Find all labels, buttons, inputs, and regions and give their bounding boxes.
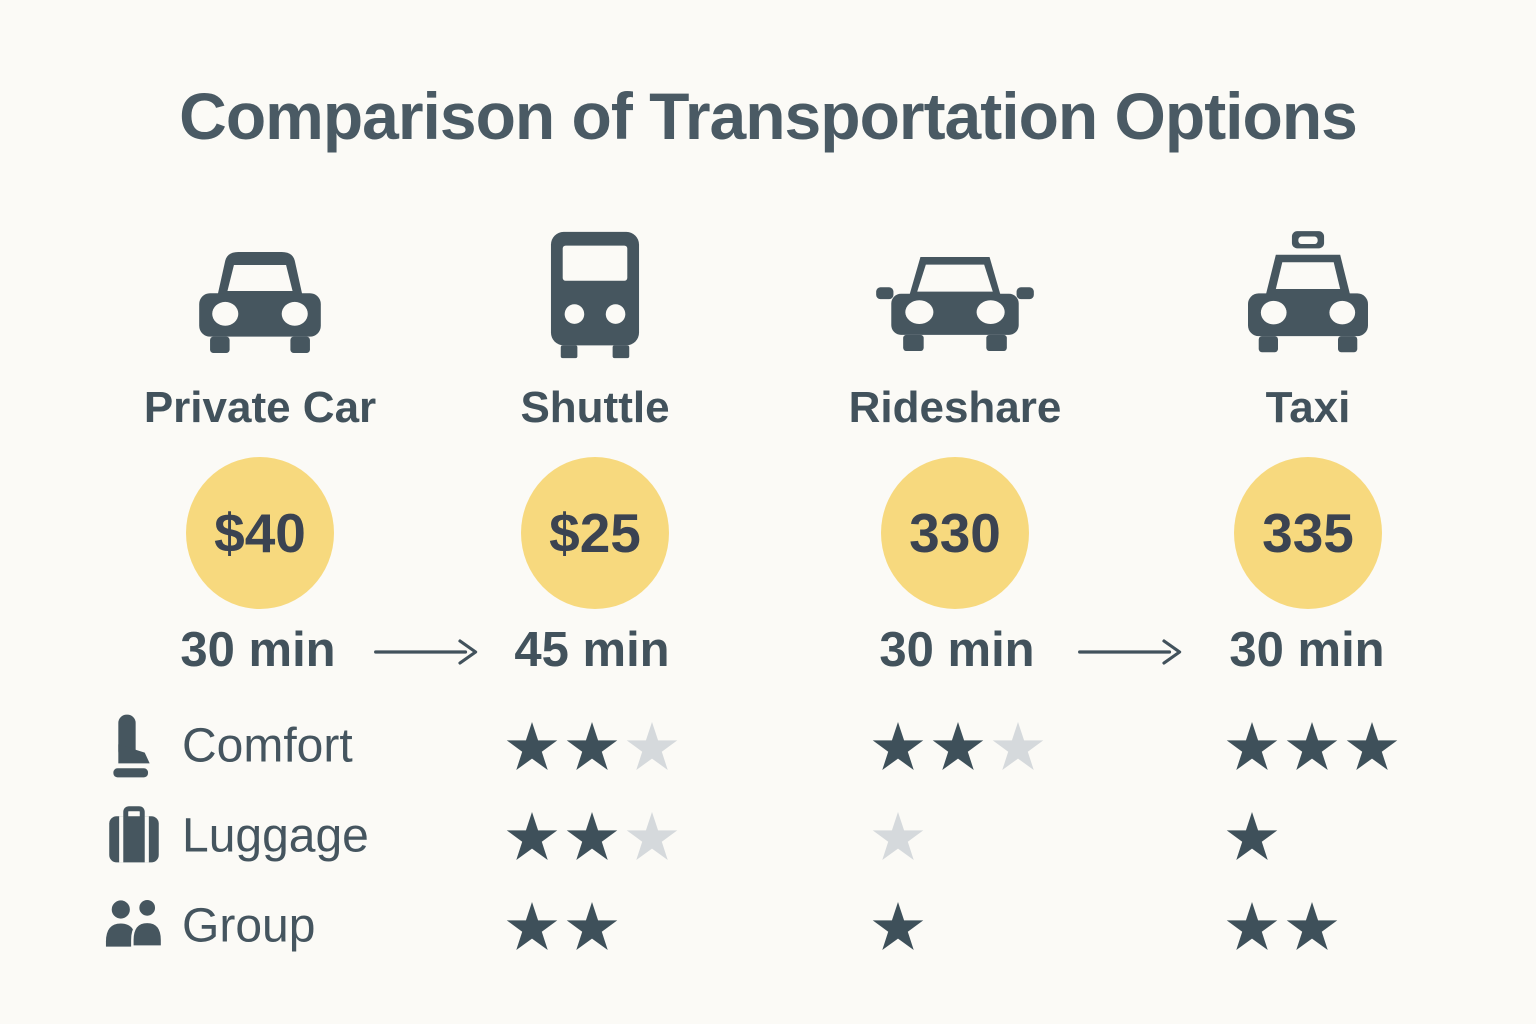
column-taxi: Taxi 335: [1168, 205, 1448, 609]
group-rating-shuttle: [506, 901, 618, 951]
star-icon: [1346, 722, 1398, 770]
attribute-label: Comfort: [182, 719, 353, 773]
group-row: Group: [0, 890, 1536, 962]
price-badge: 330: [881, 457, 1029, 609]
group-rating-taxi: [1226, 901, 1338, 951]
comfort-rating-shuttle: [506, 721, 678, 771]
group-rating-rideshare: [872, 901, 924, 951]
star-icon: [506, 902, 558, 950]
arrow-right-icon: [374, 639, 478, 665]
star-icon: [872, 812, 924, 860]
comfort-rating-rideshare: [872, 721, 1044, 771]
option-name: Taxi: [1265, 383, 1351, 432]
suitcase-icon: [98, 800, 170, 872]
star-icon: [506, 812, 558, 860]
option-name: Shuttle: [520, 383, 670, 432]
price-badge: $40: [186, 457, 334, 609]
price-value: 335: [1262, 502, 1354, 564]
star-icon: [992, 722, 1044, 770]
rideshare-car-icon: [874, 205, 1036, 363]
attribute-label: Group: [182, 899, 316, 953]
price-badge: 335: [1234, 457, 1382, 609]
time-rideshare: 30 min: [879, 623, 1035, 677]
seat-icon: [98, 710, 170, 782]
price-badge: $25: [521, 457, 669, 609]
star-icon: [566, 902, 618, 950]
time-shuttle: 45 min: [514, 623, 670, 677]
price-value: $25: [549, 502, 641, 564]
column-shuttle: Shuttle $25: [455, 205, 735, 609]
star-icon: [1226, 812, 1278, 860]
star-icon: [1286, 902, 1338, 950]
star-icon: [566, 722, 618, 770]
option-name: Rideshare: [848, 383, 1062, 432]
people-icon: [98, 890, 170, 962]
star-icon: [932, 722, 984, 770]
luggage-rating-taxi: [1226, 811, 1278, 861]
option-name: Private Car: [143, 383, 377, 432]
star-icon: [626, 812, 678, 860]
comfort-row: Comfort: [0, 710, 1536, 782]
time-row: 30 min 45 min 30 min 30 min: [0, 622, 1536, 686]
column-private-car: Private Car $40: [120, 205, 400, 609]
page-title: Comparison of Transportation Options: [179, 79, 1358, 153]
price-value: 330: [909, 502, 1001, 564]
column-rideshare: Rideshare 330: [815, 205, 1095, 609]
star-icon: [506, 722, 558, 770]
bus-icon: [541, 205, 649, 363]
time-private-car: 30 min: [180, 623, 336, 677]
star-icon: [872, 722, 924, 770]
price-value: $40: [214, 502, 306, 564]
star-icon: [872, 902, 924, 950]
attribute-label: Luggage: [182, 809, 369, 863]
star-icon: [566, 812, 618, 860]
luggage-rating-shuttle: [506, 811, 678, 861]
car-icon: [184, 205, 336, 363]
time-taxi: 30 min: [1229, 623, 1385, 677]
comfort-rating-taxi: [1226, 721, 1398, 771]
star-icon: [1226, 902, 1278, 950]
arrow-right-icon: [1078, 639, 1182, 665]
star-icon: [1226, 722, 1278, 770]
luggage-rating-rideshare: [872, 811, 924, 861]
star-icon: [626, 722, 678, 770]
star-icon: [1286, 722, 1338, 770]
luggage-row: Luggage: [0, 800, 1536, 872]
taxi-icon: [1233, 205, 1383, 363]
